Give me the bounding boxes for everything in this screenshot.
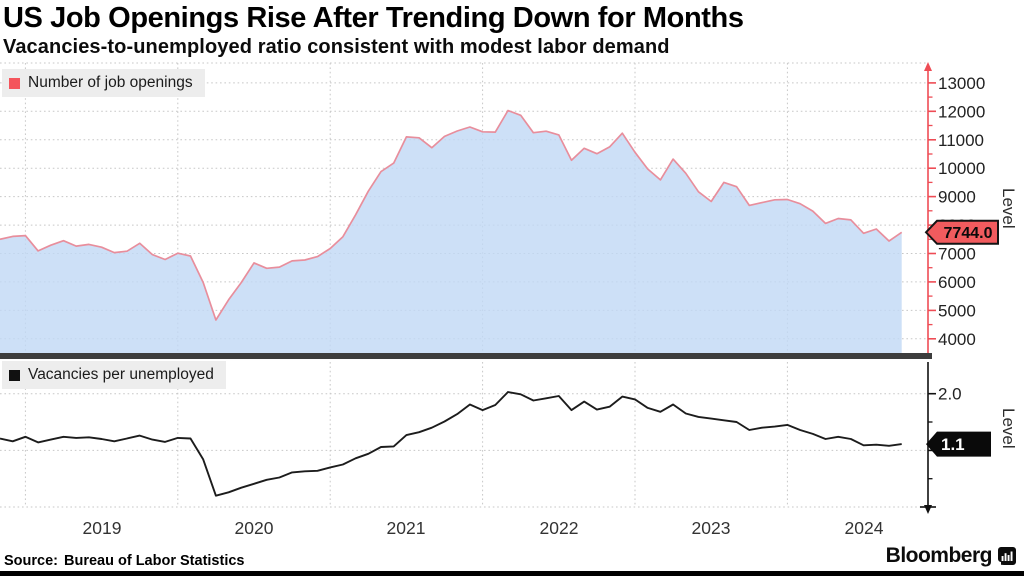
legend-openings-label: Number of job openings xyxy=(28,74,193,91)
bottom-rule xyxy=(0,571,1024,576)
bloomberg-chart-icon xyxy=(998,547,1016,565)
bloomberg-logo: Bloomberg xyxy=(886,544,1016,568)
x-axis-label-2024: 2024 xyxy=(844,518,884,538)
x-axis-label-2021: 2021 xyxy=(386,518,426,538)
top-axis-tick-label: 9000 xyxy=(938,188,976,207)
source-text: Bureau of Labor Statistics xyxy=(64,553,245,569)
x-axis-label-2022: 2022 xyxy=(539,518,579,538)
panel-separator xyxy=(0,353,932,359)
top-right-axis: 1300012000110001000090008000700060005000… xyxy=(924,62,985,353)
top-axis-tick-label: 7000 xyxy=(938,245,976,264)
legend-ratio: Vacancies per unemployed xyxy=(2,361,226,389)
openings-area xyxy=(0,110,902,353)
bottom-axis-tick-label: 2.0 xyxy=(938,385,962,404)
bottom-axis-title: Level xyxy=(999,408,1018,449)
bloomberg-wordmark: Bloomberg xyxy=(885,544,993,567)
bottom-right-axis: 2.0 xyxy=(920,362,962,514)
openings-line xyxy=(0,109,903,321)
top-axis-tick-label: 12000 xyxy=(938,102,985,121)
page-title: US Job Openings Rise After Trending Down… xyxy=(3,2,744,34)
top-axis-tick-label: 5000 xyxy=(938,301,976,320)
ratio-line xyxy=(0,391,902,497)
x-axis-label-2019: 2019 xyxy=(82,518,122,538)
top-axis-tick-label: 11000 xyxy=(938,131,984,150)
page-subtitle: Vacancies-to-unemployed ratio consistent… xyxy=(3,36,670,58)
legend-ratio-label: Vacancies per unemployed xyxy=(28,366,214,383)
svg-text:7744.0: 7744.0 xyxy=(944,225,993,242)
top-axis-tick-label: 4000 xyxy=(938,330,976,349)
x-axis-labels: 2019 2020 2021 2022 2023 2024 xyxy=(0,518,1024,544)
x-axis-label-2023: 2023 xyxy=(691,518,731,538)
svg-text:1.1: 1.1 xyxy=(941,435,965,454)
x-axis-label-2020: 2020 xyxy=(234,518,274,538)
openings-swatch-icon xyxy=(9,77,20,89)
legend-openings: Number of job openings xyxy=(2,69,205,97)
top-axis-tick-label: 10000 xyxy=(938,159,985,178)
top-axis-tick-label: 13000 xyxy=(938,74,985,93)
ratio-last-value-badge: 1.1 xyxy=(926,431,991,457)
ratio-swatch-icon xyxy=(9,369,20,381)
top-axis-tick-label: 6000 xyxy=(938,273,976,292)
source-note: Source: Bureau of Labor Statistics xyxy=(4,553,244,569)
source-label: Source: xyxy=(4,553,58,569)
openings-last-value-badge: 7744.0 xyxy=(924,219,999,245)
top-axis-title: Level xyxy=(999,188,1018,229)
